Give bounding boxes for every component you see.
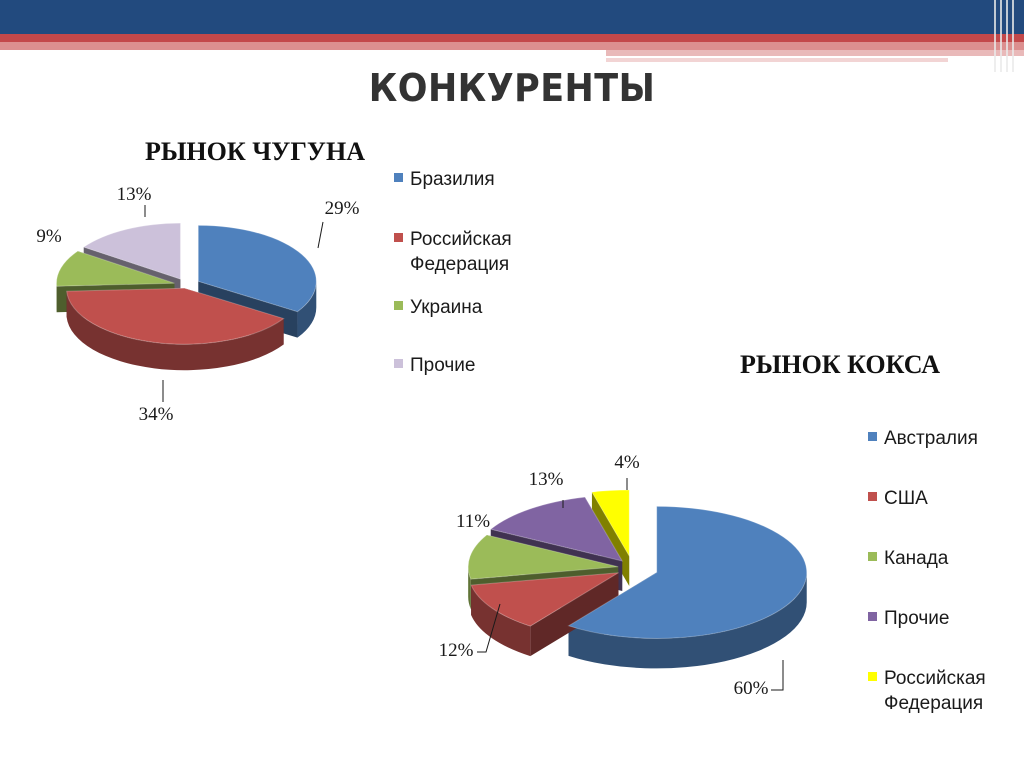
legend-label: США [884,488,928,509]
legend-label: Австралия [884,428,978,449]
legend-swatch [394,233,403,242]
legend-swatch [868,432,877,441]
pie-slice-wall [66,291,284,371]
header-band [0,0,1024,34]
legend-swatch [868,492,877,501]
corner-decoration [990,0,1024,72]
pie-slice-wall [468,566,471,610]
pie-slice [470,572,619,627]
data-label: 11% [456,511,490,532]
data-label: 13% [117,184,152,205]
header-stripe [606,58,948,62]
pie-slice [489,496,624,562]
legend-swatch [394,359,403,368]
legend-swatch [868,672,877,681]
leader-line [771,660,784,691]
legend-label: Прочие [410,355,475,376]
leader-line [317,221,324,249]
legend-swatch [868,552,877,561]
header-stripe [606,50,1024,56]
data-label: 12% [439,640,474,661]
legend-label: Российская [410,229,512,250]
pie-slice-wall [471,585,531,657]
data-label: 34% [139,404,174,425]
pie-slice [55,250,175,287]
page-title: КОНКУРЕНТЫ [368,66,656,110]
legend-label: Украина [410,297,483,318]
legend-label: Федерация [884,693,983,714]
pie-slice [567,505,808,639]
legend-label: Бразилия [410,169,495,190]
pie-chart-2: 60% 12% 11% 13% 4% РЫНОК КОКСА Австралия США Кан… [439,350,986,714]
pie-slice-wall [297,281,317,338]
legend-label: Канада [884,548,949,569]
pie-slice [591,489,630,558]
legend-swatch [868,612,877,621]
header-stripe [0,42,1024,50]
legend-label: Федерация [410,254,509,275]
pie-chart-1: 29% 34% 9% 13% РЫНОК ЧУГУНА Бразилия Российска… [36,137,511,425]
legend-swatch [394,173,403,182]
legend-label: Прочие [884,608,949,629]
legend-label: Российская [884,668,986,689]
pie-slice [197,224,317,313]
leader-line [477,603,501,653]
pie-slice [467,534,619,580]
data-label: 13% [529,469,564,490]
data-label: 60% [734,678,769,699]
pie-slice [82,222,181,280]
chart-title: РЫНОК ЧУГУНА [145,137,365,166]
legend-swatch [394,301,403,310]
chart-title: РЫНОК КОКСА [740,350,940,379]
data-label: 29% [325,198,360,219]
pie-slice [66,287,285,345]
data-label: 4% [614,452,640,473]
data-label: 9% [36,226,62,247]
pie-slice-wall [568,572,807,669]
header-stripe [0,34,1024,42]
